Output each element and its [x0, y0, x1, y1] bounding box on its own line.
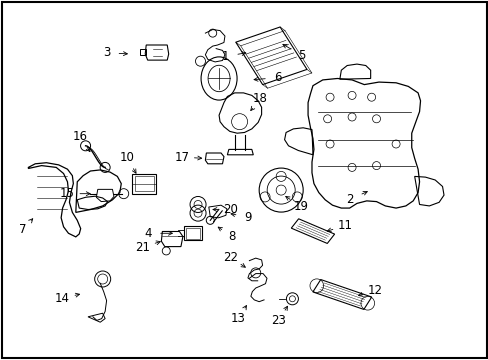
Text: 1: 1: [221, 50, 229, 63]
Text: 16: 16: [73, 130, 87, 143]
Text: 11: 11: [337, 219, 352, 232]
Text: 4: 4: [144, 227, 151, 240]
Text: 14: 14: [55, 292, 70, 305]
Text: 21: 21: [135, 240, 150, 254]
Text: 8: 8: [228, 230, 235, 243]
Text: 17: 17: [174, 150, 189, 164]
Text: 5: 5: [298, 49, 305, 62]
Text: 2: 2: [346, 193, 353, 206]
Text: 10: 10: [120, 151, 134, 164]
Text: 7: 7: [19, 224, 26, 237]
Text: 18: 18: [253, 92, 267, 105]
Text: 22: 22: [223, 251, 237, 264]
Text: 20: 20: [223, 203, 238, 216]
Text: 3: 3: [102, 46, 110, 59]
Text: 6: 6: [274, 71, 281, 84]
Text: 9: 9: [244, 211, 252, 224]
Text: 13: 13: [230, 312, 245, 325]
Text: 19: 19: [293, 200, 307, 213]
Text: 15: 15: [60, 187, 75, 200]
Text: 23: 23: [270, 314, 285, 328]
Text: 12: 12: [367, 284, 382, 297]
